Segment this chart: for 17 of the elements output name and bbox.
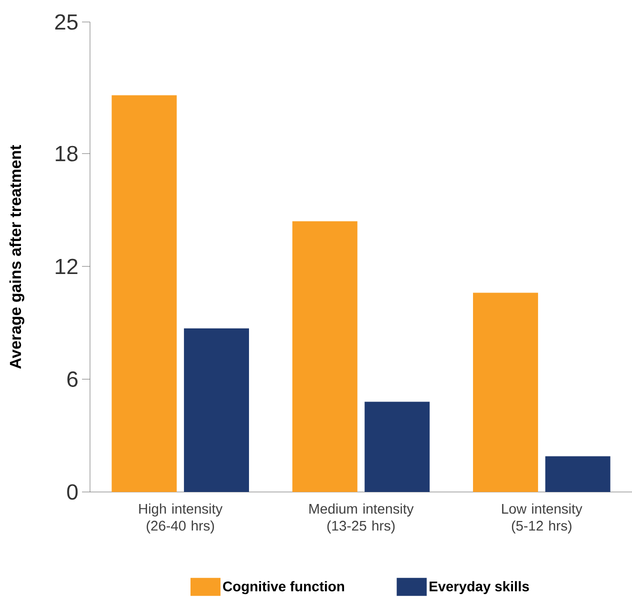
x-tick-label: Medium intensity (13-25 hrs) — [309, 504, 414, 534]
bar — [364, 402, 430, 492]
bar — [473, 292, 538, 492]
y-tick-label: 25 — [55, 14, 78, 30]
bar — [545, 456, 610, 492]
x-tick-label: High intensity (26-40 hrs) — [139, 504, 223, 534]
y-axis-title: Average gains after treatment — [9, 145, 24, 369]
y-tick-label: 12 — [56, 258, 78, 274]
bar — [112, 95, 177, 492]
y-tick-label: 0 — [67, 484, 78, 500]
y-tick-label: 18 — [56, 146, 78, 162]
y-tick-label: 6 — [67, 371, 78, 387]
x-tick-label: Low intensity (5-12 hrs) — [502, 504, 582, 534]
bar — [184, 328, 249, 492]
bar — [292, 221, 358, 492]
legend-label: Everyday skills — [430, 581, 529, 594]
legend-label: Cognitive function — [223, 581, 344, 594]
